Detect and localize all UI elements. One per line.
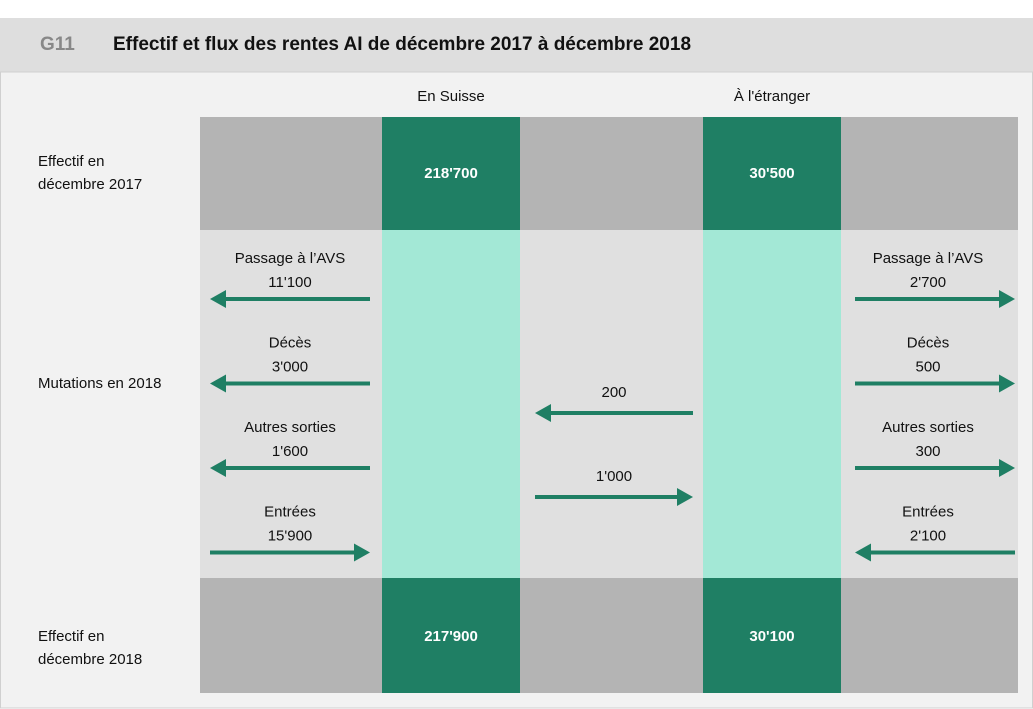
figure-title: Effectif et flux des rentes AI de décemb… <box>113 34 691 55</box>
flow-label: Entrées <box>902 503 954 520</box>
flow-label: Autres sorties <box>244 419 336 436</box>
stock-cell <box>382 578 520 693</box>
flow-label: Passage à l’AVS <box>873 250 984 267</box>
stock-value: 217'900 <box>424 628 478 645</box>
stock-cell <box>382 117 520 230</box>
column-header: À l'étranger <box>734 88 810 105</box>
row-label: Mutations en 2018 <box>38 375 161 392</box>
arrow-head <box>354 543 370 562</box>
figure-code: G11 <box>40 34 75 55</box>
arrow-head <box>210 459 226 477</box>
column-flow <box>703 230 841 578</box>
arrow-head <box>210 374 226 393</box>
arrow-head <box>677 488 693 506</box>
stock-cell <box>703 578 841 693</box>
mutation-band <box>200 230 1018 578</box>
flow-label: Passage à l’AVS <box>235 250 346 267</box>
start-band <box>200 117 1018 230</box>
flow-value: 500 <box>915 358 940 375</box>
row-label: Effectif en <box>38 628 104 645</box>
stock-value: 30'500 <box>749 165 794 182</box>
end-band <box>200 578 1018 693</box>
flow-value: 1'600 <box>272 443 308 460</box>
flow-value: 2'700 <box>910 274 946 291</box>
flow-label: Entrées <box>264 503 316 520</box>
arrow-head <box>855 543 871 562</box>
stock-cell <box>703 117 841 230</box>
flow-value: 11'100 <box>268 274 311 291</box>
arrow-head <box>999 459 1015 477</box>
header-band <box>0 18 1033 72</box>
transfer-value: 1'000 <box>596 468 632 485</box>
flow-label: Autres sorties <box>882 419 974 436</box>
row-label: décembre 2018 <box>38 651 142 668</box>
column-flow <box>382 230 520 578</box>
row-label: Effectif en <box>38 153 104 170</box>
arrow-head <box>210 290 226 308</box>
arrow-head <box>999 374 1015 393</box>
flow-value: 15'900 <box>268 527 313 544</box>
flow-value: 3'000 <box>272 358 308 375</box>
flow-label: Décès <box>907 334 950 351</box>
flow-value: 300 <box>915 443 940 460</box>
arrow-head <box>999 290 1015 308</box>
transfer-value: 200 <box>601 384 626 401</box>
stock-value: 218'700 <box>424 165 478 182</box>
row-label: décembre 2017 <box>38 176 142 193</box>
arrow-head <box>535 404 551 422</box>
column-header: En Suisse <box>417 88 485 105</box>
stock-value: 30'100 <box>749 628 794 645</box>
flow-label: Décès <box>269 334 312 351</box>
flow-value: 2'100 <box>910 527 946 544</box>
